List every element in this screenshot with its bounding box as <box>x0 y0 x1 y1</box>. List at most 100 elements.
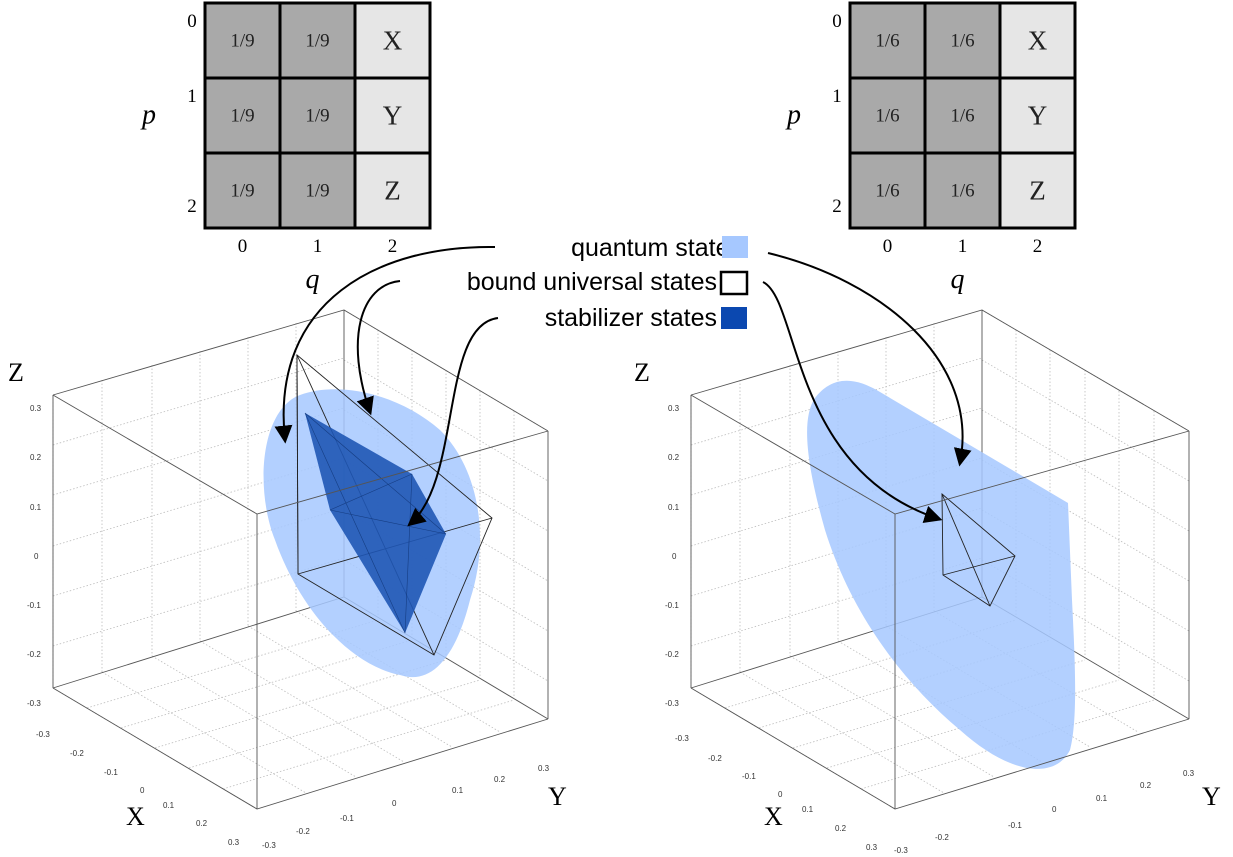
left-x-tick: 0.2 <box>196 819 208 828</box>
right-z-tick: 0.2 <box>668 453 680 462</box>
right-x-tick: -0.1 <box>742 772 756 781</box>
right-table-cell <box>848 151 927 230</box>
right-y-tick: 0 <box>1052 805 1057 814</box>
right-phase-table: 1/6 1/6 X 0 1/6 1/6 Y 1 1/6 1/6 Z 2 0 1 2 p q <box>785 1 1077 295</box>
right-y-tick: 0.2 <box>1140 781 1152 790</box>
right-table-col-label: 1 <box>958 236 968 257</box>
right-z-tick: -0.2 <box>665 650 679 659</box>
right-table-cell-text: 1/6 <box>875 106 899 127</box>
left-table-cell-text: Z <box>384 176 401 206</box>
left-z-tick: 0.1 <box>30 503 42 512</box>
right-x-tick: -0.3 <box>675 734 689 743</box>
left-y-tick: 0.2 <box>494 775 506 784</box>
left-table-row-label: 0 <box>187 11 197 32</box>
left-table-row-label: 2 <box>187 196 197 217</box>
arrow-stabilizer-left <box>407 317 499 527</box>
right-table-cell-text: 1/6 <box>950 181 974 202</box>
right-z-tick: 0.1 <box>668 503 680 512</box>
left-z-tick: 0 <box>34 552 39 561</box>
left-table-cell-text: 1/9 <box>305 181 329 202</box>
right-x-tick: 0.1 <box>802 805 814 814</box>
right-table-cell <box>998 1 1077 80</box>
left-table-row-label: 1 <box>187 86 197 107</box>
legend-bound-swatch <box>719 270 749 296</box>
right-z-tick: 0 <box>672 552 677 561</box>
right-table-cell-text: 1/6 <box>875 31 899 52</box>
right-table-cell-text: Y <box>1028 101 1048 131</box>
left-table-cell-text: 1/9 <box>230 31 254 52</box>
left-table-cell <box>353 76 432 155</box>
right-y-tick: 0.3 <box>1183 769 1195 778</box>
right-table-p-label: p <box>785 100 801 131</box>
right-x-axis-label: X <box>764 802 783 831</box>
left-table-col-label: 0 <box>238 236 248 257</box>
right-table-cell <box>998 151 1077 230</box>
right-x-tick: 0.3 <box>866 843 878 852</box>
left-table-cell-text: 1/9 <box>230 106 254 127</box>
right-table-q-label: q <box>951 264 965 295</box>
arrow-bound-right <box>762 281 943 524</box>
left-table-cell-text: 1/9 <box>305 31 329 52</box>
left-y-tick: 0 <box>392 799 397 808</box>
left-y-tick: 0.1 <box>452 786 464 795</box>
right-z-tick: -0.1 <box>665 601 679 610</box>
right-table-row-label: 0 <box>832 11 842 32</box>
left-table-cell <box>203 151 282 230</box>
right-table-col-label: 2 <box>1033 236 1043 257</box>
left-table-col-label: 2 <box>388 236 398 257</box>
left-x-tick: -0.1 <box>104 768 118 777</box>
left-table-cell <box>278 151 357 230</box>
right-x-tick: 0.2 <box>835 824 847 833</box>
right-table-row-label: 2 <box>832 196 842 217</box>
left-table-col-label: 1 <box>313 236 323 257</box>
left-x-tick: -0.3 <box>36 730 50 739</box>
right-plot-box-front <box>690 394 1190 810</box>
legend-quantum-label: quantum states <box>571 234 742 262</box>
left-table-cell-text: 1/9 <box>305 106 329 127</box>
arrow-quantum-right <box>767 252 972 467</box>
left-table-p-label: p <box>140 100 156 131</box>
legend-stabilizer-label: stabilizer states <box>545 304 717 332</box>
left-z-tick: 0.2 <box>30 453 42 462</box>
right-z-axis-label: Z <box>634 358 650 387</box>
right-table-cell <box>848 1 927 80</box>
left-z-tick: -0.1 <box>27 601 41 610</box>
right-table-cell <box>923 76 1002 155</box>
left-z-tick: 0.3 <box>30 404 42 413</box>
left-y-tick: -0.2 <box>296 827 310 836</box>
right-table-row-label: 1 <box>832 86 842 107</box>
left-z-tick: -0.2 <box>27 650 41 659</box>
left-y-axis-label: Y <box>548 782 567 811</box>
right-table-cell <box>923 151 1002 230</box>
right-y-axis-label: Y <box>1202 782 1221 811</box>
legend: quantum states bound universal states st… <box>467 234 749 332</box>
right-x-tick: 0 <box>778 790 783 799</box>
right-table-cell-text: Z <box>1029 176 1046 206</box>
left-x-axis-label: X <box>126 802 145 831</box>
left-x-tick: 0.3 <box>228 838 240 847</box>
right-table-cell-text: X <box>1028 26 1048 56</box>
left-x-tick: 0.1 <box>163 801 175 810</box>
arrow-bound-left <box>356 280 401 416</box>
right-y-tick: -0.1 <box>1008 821 1022 830</box>
arrow-quantum-left <box>274 245 496 444</box>
right-z-tick: 0.3 <box>668 404 680 413</box>
left-y-tick: -0.3 <box>262 841 276 850</box>
legend-quantum-swatch <box>722 236 748 258</box>
right-y-tick: -0.2 <box>935 833 949 842</box>
left-phase-table: 1/9 1/9 X 0 1/9 1/9 Y 1 1/9 1/9 Z 2 0 1 2 p q <box>140 1 432 295</box>
left-table-cell-text: 1/9 <box>230 181 254 202</box>
right-table-col-label: 0 <box>883 236 893 257</box>
left-z-tick: -0.3 <box>27 699 41 708</box>
right-table-cell-text: 1/6 <box>950 106 974 127</box>
right-y-tick: -0.3 <box>894 846 908 855</box>
right-y-tick: 0.1 <box>1096 794 1108 803</box>
right-table-cell-text: 1/6 <box>950 31 974 52</box>
right-bound-universal-polytope <box>941 493 1016 607</box>
legend-stabilizer-swatch <box>721 307 747 329</box>
right-table-cell-text: 1/6 <box>875 181 899 202</box>
right-x-tick: -0.2 <box>708 754 722 763</box>
left-table-cell-text: X <box>383 26 403 56</box>
legend-bound-label: bound universal states <box>467 268 717 296</box>
